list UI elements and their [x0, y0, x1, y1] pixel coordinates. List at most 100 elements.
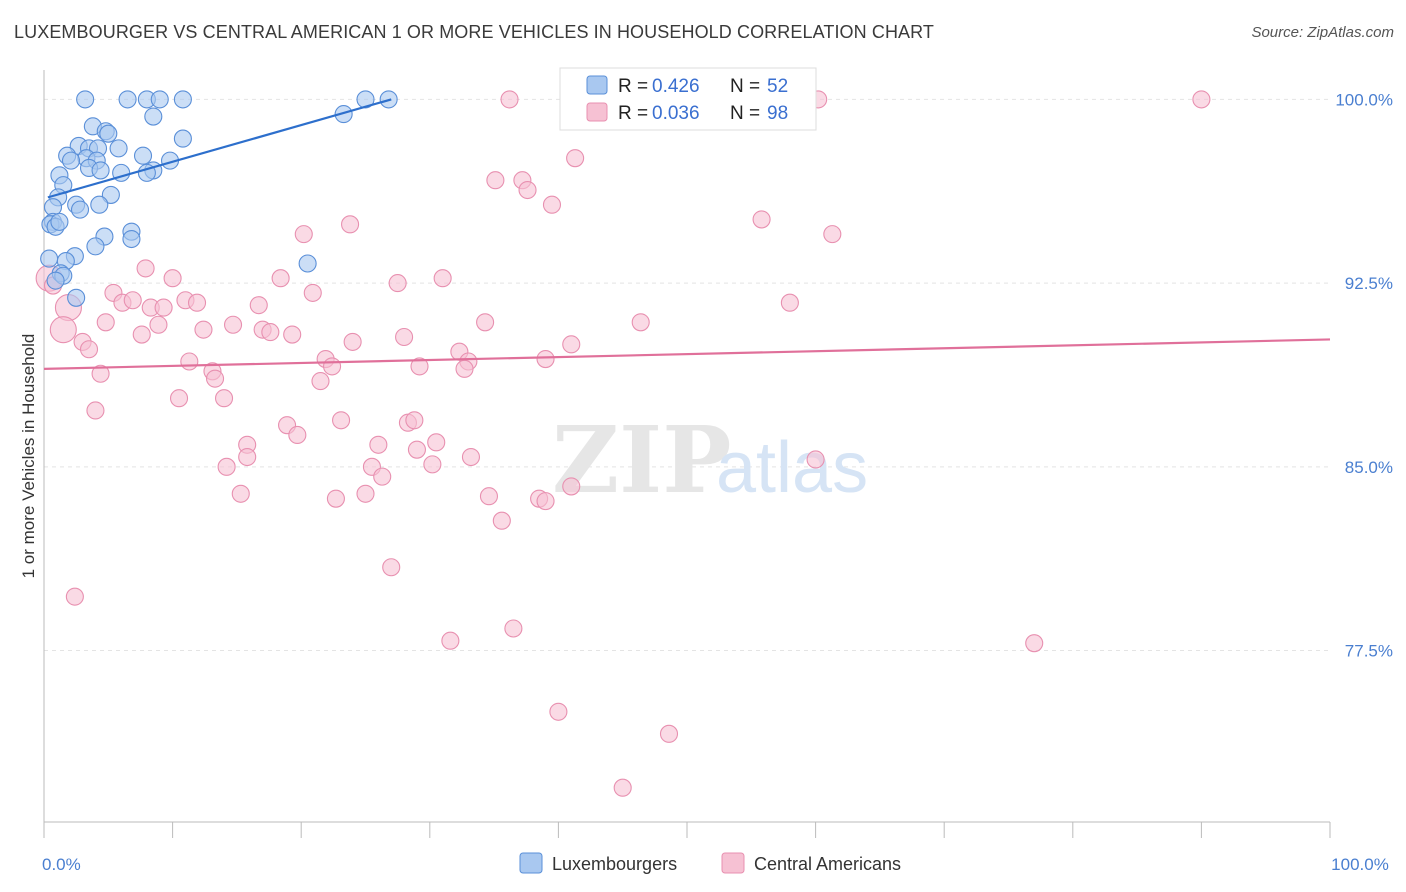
central-american-point	[562, 477, 581, 496]
central-american-point	[479, 487, 499, 506]
luxembourger-point	[150, 90, 169, 109]
bottom-legend-label-central-americans: Central Americans	[754, 854, 901, 874]
watermark-atlas: atlas	[716, 428, 868, 508]
central-american-point	[407, 440, 426, 459]
central-american-point	[311, 372, 330, 391]
central-american-point	[261, 323, 280, 342]
central-american-point	[631, 313, 650, 332]
central-american-point	[433, 269, 452, 288]
central-american-point	[341, 215, 360, 234]
legend-swatch-central-americans	[586, 102, 608, 122]
legend-r-label-2: R =	[618, 103, 648, 124]
central-american-point	[154, 298, 173, 317]
central-american-point	[500, 90, 519, 109]
central-american-point	[410, 357, 429, 376]
central-american-point	[476, 313, 495, 332]
central-american-point	[169, 389, 189, 408]
central-american-point	[343, 332, 362, 351]
watermark-zip: ZIP	[552, 406, 731, 514]
luxembourger-point	[40, 249, 59, 268]
legend-n-value-1: 52	[767, 76, 788, 97]
x-tick-label: 0.0%	[42, 855, 81, 874]
legend-r-value-1: 0.426	[652, 76, 700, 97]
central-american-point	[486, 171, 505, 190]
central-american-point	[123, 291, 142, 310]
central-american-point	[806, 450, 825, 469]
central-american-point	[542, 195, 562, 214]
y-tick-label: 92.5%	[1345, 274, 1393, 293]
luxembourger-point	[298, 254, 317, 273]
central-american-point	[461, 447, 481, 467]
central-american-point	[441, 631, 460, 650]
bottom-legend-swatch-central-americans	[721, 852, 745, 874]
central-american-point	[659, 724, 679, 743]
luxembourger-point	[356, 90, 375, 109]
central-american-point	[405, 411, 424, 430]
central-american-point	[823, 225, 842, 244]
central-american-point	[1192, 90, 1211, 109]
central-american-point	[205, 369, 225, 388]
central-american-point	[187, 293, 207, 312]
central-american-point	[373, 467, 392, 486]
central-american-point	[549, 702, 568, 721]
luxembourger-trend-line	[47, 98, 392, 199]
central-american-point	[388, 274, 407, 293]
grid-layer	[44, 98, 1330, 652]
central-american-point	[294, 225, 313, 244]
central-american-point	[303, 283, 322, 302]
luxembourger-point	[90, 195, 109, 214]
central-american-point	[395, 327, 414, 347]
central-american-point	[780, 293, 799, 312]
central-american-point	[423, 455, 442, 474]
central-american-point	[504, 619, 523, 638]
central-american-point	[369, 435, 388, 454]
central-american-point	[356, 484, 375, 503]
central-american-point	[288, 425, 307, 445]
central-american-point	[249, 296, 268, 315]
central-american-point	[163, 269, 182, 288]
central-american-point	[79, 340, 99, 359]
legend-n-label-2: N =	[730, 103, 760, 124]
luxembourger-point	[173, 129, 192, 148]
central-american-point	[217, 457, 236, 476]
central-american-point	[49, 316, 77, 344]
central-american-point	[194, 320, 213, 339]
central-american-point	[536, 349, 555, 369]
bottom-legend: Luxembourgers Central Americans	[519, 852, 901, 874]
central-american-point	[332, 411, 351, 430]
luxembourger-point	[173, 90, 192, 109]
luxembourger-point	[70, 200, 90, 219]
central-american-point	[214, 389, 234, 408]
legend-n-value-2: 98	[767, 103, 788, 124]
central-american-point	[518, 180, 537, 200]
y-tick-label: 85.0%	[1345, 458, 1393, 477]
central-american-point	[180, 352, 199, 371]
central-american-point	[283, 325, 302, 344]
bottom-legend-label-luxembourgers: Luxembourgers	[552, 854, 677, 874]
chart-title: LUXEMBOURGER VS CENTRAL AMERICAN 1 OR MO…	[14, 22, 935, 42]
x-tick-label: 100.0%	[1331, 855, 1389, 874]
central-american-point	[271, 269, 290, 288]
y-tick-label: 77.5%	[1345, 642, 1393, 661]
luxembourger-point	[101, 185, 120, 204]
central-american-point	[1025, 634, 1044, 653]
luxembourger-point	[76, 90, 95, 109]
central-american-point	[455, 359, 474, 378]
central-american-point	[223, 315, 243, 334]
central-american-point	[562, 335, 581, 354]
legend-swatch-luxembourgers	[586, 75, 608, 95]
y-tick-label: 100.0%	[1335, 90, 1393, 109]
central-american-point	[86, 401, 105, 420]
central-american-point	[613, 778, 632, 797]
luxembourger-point	[67, 288, 86, 307]
central-american-point	[91, 364, 110, 383]
luxembourger-point	[133, 146, 153, 165]
trend-layer	[43, 98, 1331, 370]
luxembourger-point	[46, 271, 65, 290]
legend-r-value-2: 0.036	[652, 103, 700, 124]
central-american-point	[323, 357, 342, 376]
central-american-point	[96, 313, 115, 332]
luxembourger-point	[144, 107, 163, 126]
